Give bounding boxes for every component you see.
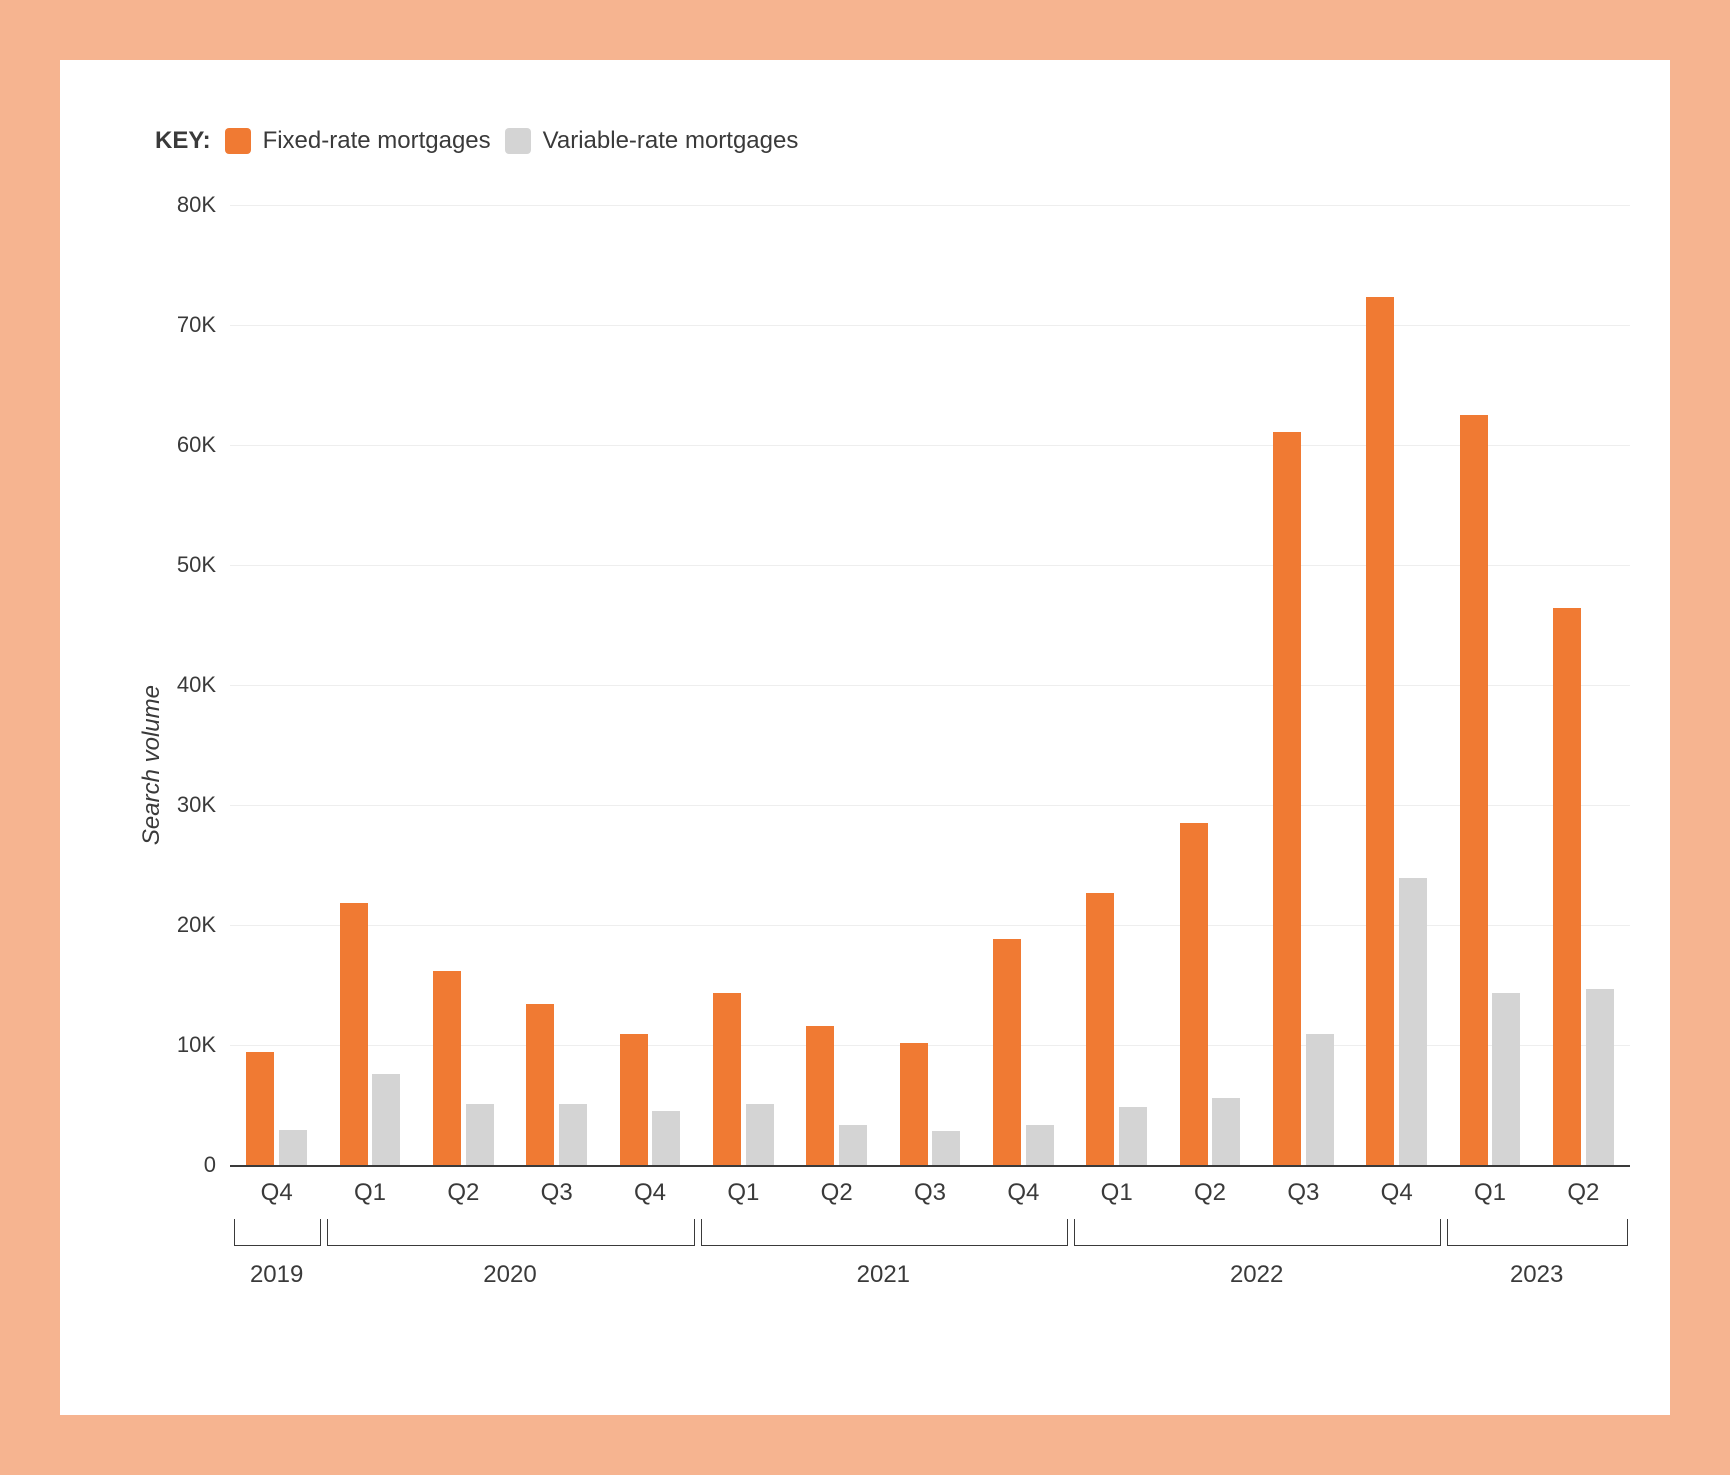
x-tick-label: Q1	[354, 1165, 386, 1207]
y-tick-label: 20K	[177, 912, 230, 938]
gridline	[230, 805, 1630, 806]
gridline	[230, 445, 1630, 446]
x-tick-label: Q2	[821, 1165, 853, 1207]
gridline	[230, 325, 1630, 326]
legend-swatch	[505, 128, 531, 154]
y-tick-label: 80K	[177, 192, 230, 218]
bar	[900, 1043, 928, 1165]
x-tick-label: Q2	[1194, 1165, 1226, 1207]
legend-label: Variable-rate mortgages	[543, 127, 799, 155]
bar	[1273, 432, 1301, 1165]
bar	[433, 971, 461, 1165]
bar	[1119, 1107, 1147, 1165]
year-label: 2019	[250, 1261, 303, 1289]
bar	[1366, 297, 1394, 1165]
chart-outer-frame: KEY: Fixed-rate mortgages Variable-rate …	[0, 0, 1730, 1475]
bar	[1399, 878, 1427, 1165]
year-label: 2021	[857, 1261, 910, 1289]
year-bracket	[234, 1219, 321, 1246]
gridline	[230, 565, 1630, 566]
bar	[932, 1131, 960, 1165]
year-label: 2020	[483, 1261, 536, 1289]
bar	[279, 1130, 307, 1165]
bar	[246, 1052, 274, 1165]
gridline	[230, 205, 1630, 206]
x-tick-label: Q3	[1287, 1165, 1319, 1207]
bar	[526, 1004, 554, 1165]
bar	[713, 993, 741, 1165]
x-tick-label: Q1	[727, 1165, 759, 1207]
year-bracket	[1074, 1219, 1441, 1246]
bar	[1553, 608, 1581, 1165]
bar	[806, 1026, 834, 1165]
legend-item: Fixed-rate mortgages	[225, 127, 491, 155]
x-tick-label: Q3	[541, 1165, 573, 1207]
bar	[559, 1104, 587, 1165]
bar	[372, 1074, 400, 1165]
bar	[1180, 823, 1208, 1165]
bar	[652, 1111, 680, 1165]
bar	[620, 1034, 648, 1165]
bar	[1492, 993, 1520, 1165]
plot-area: Search volume 010K20K30K40K50K60K70K80KQ…	[230, 205, 1630, 1165]
x-tick-label: Q1	[1474, 1165, 1506, 1207]
bar	[1086, 893, 1114, 1165]
y-tick-label: 30K	[177, 792, 230, 818]
chart-inner-panel: KEY: Fixed-rate mortgages Variable-rate …	[60, 60, 1670, 1415]
bar	[993, 939, 1021, 1165]
year-label: 2022	[1230, 1261, 1283, 1289]
y-tick-label: 60K	[177, 432, 230, 458]
legend-key-label: KEY:	[155, 127, 211, 155]
bar	[1306, 1034, 1334, 1165]
y-tick-label: 50K	[177, 552, 230, 578]
bar	[839, 1125, 867, 1165]
x-tick-label: Q4	[634, 1165, 666, 1207]
legend-swatch	[225, 128, 251, 154]
y-tick-label: 40K	[177, 672, 230, 698]
legend-item: Variable-rate mortgages	[505, 127, 799, 155]
year-bracket	[701, 1219, 1068, 1246]
year-bracket	[1447, 1219, 1628, 1246]
x-tick-label: Q4	[1381, 1165, 1413, 1207]
bar	[1212, 1098, 1240, 1165]
bar	[340, 903, 368, 1165]
bar	[1460, 415, 1488, 1165]
x-tick-label: Q1	[1101, 1165, 1133, 1207]
bar	[1026, 1125, 1054, 1165]
bar	[466, 1104, 494, 1165]
y-tick-label: 0	[204, 1152, 230, 1178]
x-tick-label: Q4	[1007, 1165, 1039, 1207]
legend-label: Fixed-rate mortgages	[263, 127, 491, 155]
bar	[746, 1104, 774, 1165]
x-tick-label: Q3	[914, 1165, 946, 1207]
y-tick-label: 70K	[177, 312, 230, 338]
bar	[1586, 989, 1614, 1165]
y-tick-label: 10K	[177, 1032, 230, 1058]
year-bracket	[327, 1219, 694, 1246]
x-tick-label: Q4	[261, 1165, 293, 1207]
x-tick-label: Q2	[1567, 1165, 1599, 1207]
y-axis-label: Search volume	[138, 685, 166, 845]
gridline	[230, 685, 1630, 686]
year-label: 2023	[1510, 1261, 1563, 1289]
legend: KEY: Fixed-rate mortgages Variable-rate …	[155, 127, 798, 155]
x-tick-label: Q2	[447, 1165, 479, 1207]
